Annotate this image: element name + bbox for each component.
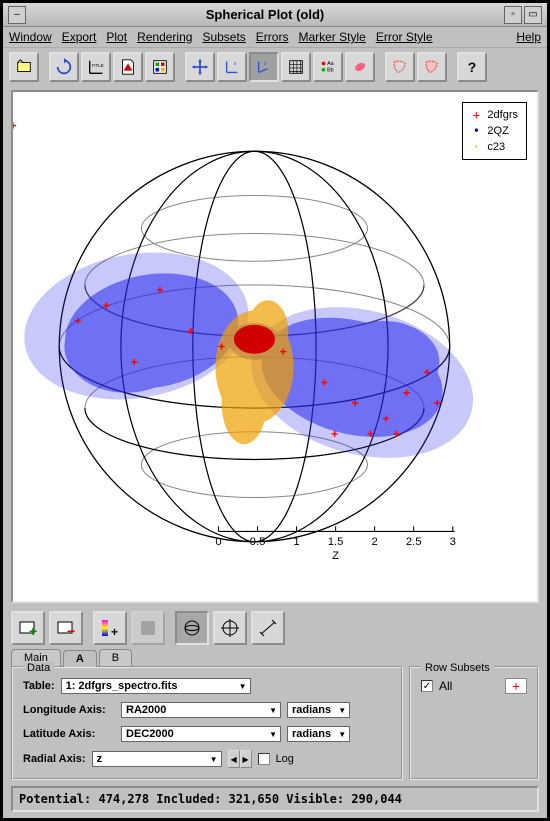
toolbar-new-icon[interactable] — [9, 52, 39, 82]
add-layer-button[interactable]: + — [11, 611, 45, 645]
svg-text:2.5: 2.5 — [406, 536, 422, 548]
legend-label-c23: c23 — [487, 139, 505, 155]
menu-markerstyle[interactable]: Marker Style — [298, 30, 365, 44]
menu-help[interactable]: Help — [516, 30, 541, 44]
aux-remove-button[interactable] — [131, 611, 165, 645]
svg-text:+: + — [111, 625, 118, 638]
mode-target-button[interactable] — [213, 611, 247, 645]
svg-text:1: 1 — [293, 536, 299, 548]
log-label: Log — [276, 753, 294, 765]
minimize-button[interactable]: ▫ — [504, 6, 522, 24]
legend-label-2dfgrs: 2dfgrs — [487, 107, 518, 123]
all-checkbox[interactable]: ✓ — [421, 680, 433, 692]
toolbar-subset2-icon[interactable] — [417, 52, 447, 82]
svg-text:x: x — [234, 61, 237, 67]
aux-add-button[interactable]: + — [93, 611, 127, 645]
all-label: All — [439, 679, 452, 693]
toolbar-xyaxis-icon[interactable]: x — [217, 52, 247, 82]
toolbar-labels-icon[interactable]: AaBb — [313, 52, 343, 82]
titlebar: – Spherical Plot (old) ▫ ▭ — [3, 3, 547, 27]
toolbar-zaxis-icon[interactable]: z — [249, 52, 279, 82]
mode-sphere-button[interactable] — [175, 611, 209, 645]
table-label: Table: — [23, 680, 55, 692]
legend: +2dfgrs • 2QZ · c23 — [462, 102, 527, 160]
log-checkbox[interactable] — [258, 753, 270, 765]
menu-rendering[interactable]: Rendering — [137, 30, 192, 44]
svg-text:Aa: Aa — [327, 61, 334, 67]
toolbar-pdf-icon[interactable] — [113, 52, 143, 82]
tab-b[interactable]: B — [99, 649, 132, 666]
longitude-label: Longitude Axis: — [23, 704, 115, 716]
latitude-unit-combo[interactable]: radians — [287, 726, 350, 742]
menu-subsets[interactable]: Subsets — [202, 30, 245, 44]
legend-mark-c23: · — [471, 139, 481, 155]
toolbar-reload-icon[interactable] — [49, 52, 79, 82]
window-title: Spherical Plot (old) — [27, 7, 503, 22]
tab-a[interactable]: A — [63, 650, 97, 667]
toolbar: TITLE x z AaBb ? — [3, 48, 547, 86]
menu-errors[interactable]: Errors — [256, 30, 289, 44]
svg-text:0.5: 0.5 — [250, 536, 266, 548]
svg-text:1.5: 1.5 — [328, 536, 344, 548]
svg-text:+: + — [29, 623, 37, 638]
longitude-unit-combo[interactable]: radians — [287, 702, 350, 718]
series-2dfgrs — [13, 123, 16, 129]
subset-marker-icon[interactable]: + — [505, 678, 527, 694]
maximize-button[interactable]: ▭ — [524, 6, 542, 24]
legend-label-2qz: 2QZ — [487, 123, 508, 139]
svg-text:Z: Z — [332, 550, 339, 562]
menu-export[interactable]: Export — [62, 30, 97, 44]
sysmenu-button[interactable]: – — [8, 6, 26, 24]
svg-text:TITLE: TITLE — [92, 63, 104, 68]
toolbar-pan-icon[interactable] — [185, 52, 215, 82]
toolbar-axes-icon[interactable]: TITLE — [81, 52, 111, 82]
radial-label: Radial Axis: — [23, 753, 86, 765]
menu-window[interactable]: Window — [9, 30, 52, 44]
lower-toolbar: + − + — [3, 607, 547, 649]
radial-combo[interactable]: z — [92, 751, 222, 767]
status-bar: Potential: 474,278 Included: 321,650 Vis… — [11, 786, 539, 812]
table-combo[interactable]: 1: 2dfgrs_spectro.fits — [61, 678, 251, 694]
remove-layer-button[interactable]: − — [49, 611, 83, 645]
svg-text:3: 3 — [450, 536, 456, 548]
svg-text:2: 2 — [372, 536, 378, 548]
mode-line-button[interactable] — [251, 611, 285, 645]
menu-errorstyle[interactable]: Error Style — [376, 30, 433, 44]
menubar: Window Export Plot Rendering Subsets Err… — [3, 27, 547, 48]
legend-mark-2qz: • — [471, 123, 481, 139]
toolbar-subset1-icon[interactable] — [385, 52, 415, 82]
svg-text:Bb: Bb — [327, 68, 334, 74]
latitude-label: Latitude Axis: — [23, 728, 115, 740]
svg-text:z: z — [264, 61, 267, 67]
data-fieldset-legend: Data — [23, 662, 54, 674]
plot-area[interactable]: 0 0.5 1 1.5 2 2.5 3 Z +2dfgrs • 2QZ · c23 — [11, 90, 539, 603]
svg-text:−: − — [67, 623, 75, 638]
radial-stepper[interactable]: ◀▶ — [228, 750, 252, 768]
toolbar-grid-icon[interactable] — [281, 52, 311, 82]
menu-plot[interactable]: Plot — [106, 30, 127, 44]
row-subsets-legend: Row Subsets — [421, 662, 494, 674]
sphere-plot: 0 0.5 1 1.5 2 2.5 3 Z — [13, 92, 537, 601]
toolbar-help-icon[interactable]: ? — [457, 52, 487, 82]
toolbar-marker-icon[interactable] — [345, 52, 375, 82]
data-fieldset: Data Table: 1: 2dfgrs_spectro.fits Longi… — [11, 666, 403, 780]
latitude-combo[interactable]: DEC2000 — [121, 726, 281, 742]
legend-mark-2dfgrs: + — [471, 107, 481, 123]
longitude-combo[interactable]: RA2000 — [121, 702, 281, 718]
row-subsets-fieldset: Row Subsets ✓ All + — [409, 666, 539, 780]
svg-text:0: 0 — [215, 536, 221, 548]
toolbar-image-icon[interactable] — [145, 52, 175, 82]
